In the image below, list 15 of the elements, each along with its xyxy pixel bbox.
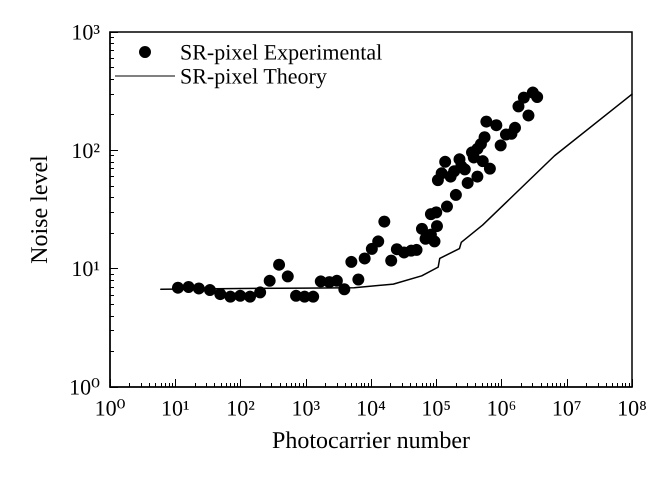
x-tick-label: 10¹ bbox=[160, 396, 190, 420]
y-axis-title: Noise level bbox=[27, 154, 53, 264]
x-tick-label: 10⁶ bbox=[486, 396, 516, 420]
x-tick-label: 10⁴ bbox=[356, 396, 386, 420]
x-tick-label: 10³ bbox=[291, 396, 320, 420]
x-tick-label: 10⁸ bbox=[617, 396, 647, 420]
legend-label: SR-pixel Theory bbox=[180, 64, 327, 88]
legend-label: SR-pixel Experimental bbox=[180, 40, 382, 64]
y-tick-label: 10² bbox=[71, 138, 100, 163]
x-tick-label: 10⁵ bbox=[421, 396, 452, 420]
y-tick-label: 10¹ bbox=[71, 256, 100, 282]
x-tick-label: 10⁷ bbox=[552, 396, 582, 420]
y-tick-label: 10³ bbox=[71, 20, 100, 44]
x-tick-label: 10² bbox=[226, 396, 256, 420]
x-axis-title: Photocarrier number bbox=[272, 428, 470, 454]
